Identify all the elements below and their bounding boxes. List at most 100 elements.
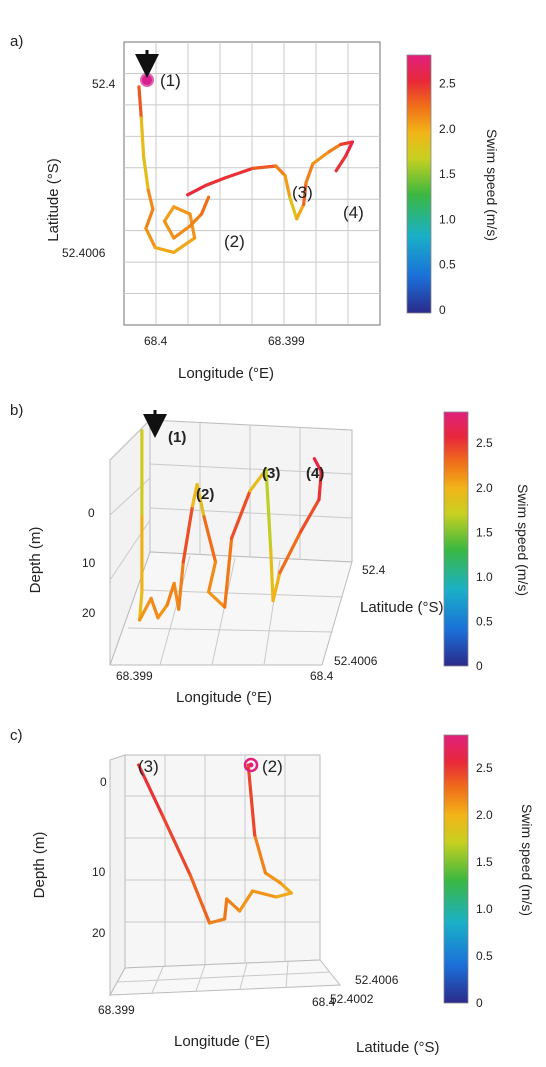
track-segment: [278, 881, 293, 895]
colorbar-b-label: Swim speed (m/s): [515, 484, 531, 596]
colorbar-tick: 2.5: [439, 77, 456, 91]
track-segment: [223, 166, 255, 180]
track-segment: [186, 183, 208, 197]
panel-c-ytick-2: 20: [92, 926, 106, 940]
colorbar-c-gradient: [443, 734, 469, 1004]
panel-b-ytick-0: 0: [88, 506, 95, 520]
panel-a: a) 52.4 52.4006 68.4 68.399 Longitude (°…: [10, 33, 500, 382]
track-segment: [181, 504, 195, 564]
colorbar-tick: 1.0: [476, 902, 493, 916]
track-segment: [223, 897, 229, 921]
track-segment: [225, 897, 242, 913]
colorbar-c-label: Swim speed (m/s): [519, 804, 535, 916]
colorbar-tick: 2.5: [476, 436, 493, 450]
colorbar-tick: 1.0: [476, 570, 493, 584]
panel-a-xtick-0: 68.4: [144, 334, 168, 348]
colorbar-b: 0 0.5 1.0 1.5 2.0 2.5 Swim speed (m/s): [443, 411, 531, 673]
panel-c-ztick-0: 52.4006: [355, 973, 399, 987]
track-segment: [343, 140, 354, 158]
panel-c-xtick-0: 68.399: [98, 1003, 135, 1017]
panel-b-label: b): [10, 402, 23, 419]
colorbar-a-label: Swim speed (m/s): [484, 129, 500, 241]
track-segment: [312, 457, 323, 474]
track-segment: [288, 195, 299, 221]
track-segment: [251, 164, 278, 170]
panel-c: c) 0 10 20 68.399 68.4 52.4006 52.4002 L…: [10, 727, 535, 1056]
track-segment: [304, 162, 315, 185]
panel-a-track: [137, 85, 354, 254]
track-segment: [172, 224, 192, 240]
track-segment: [202, 515, 218, 564]
panel-c-track: [137, 763, 293, 925]
track-segment: [142, 154, 150, 192]
track-segment: [317, 470, 323, 502]
track-segment: [250, 889, 278, 899]
track-segment: [137, 85, 143, 120]
panel-c-start-marker: [243, 757, 259, 773]
track-segment: [253, 833, 268, 875]
track-segment: [269, 547, 275, 603]
panel-b-xtick-1: 68.4: [310, 669, 334, 683]
colorbar-tick: 0: [476, 659, 483, 673]
panel-b-xlabel: Longitude (°E): [176, 689, 272, 706]
panel-b-annot-2: (2): [196, 486, 214, 503]
track-segment: [162, 219, 176, 240]
track-segment: [188, 212, 197, 240]
track-segment: [204, 176, 227, 187]
track-segment: [195, 482, 206, 519]
panel-c-zlabel: Latitude (°S): [356, 1039, 440, 1056]
panel-c-ytick-1: 10: [92, 865, 106, 879]
panel-a-annot-1: (1): [160, 71, 181, 90]
track-segment: [278, 530, 303, 575]
track-segment: [144, 207, 155, 230]
track-segment: [295, 202, 306, 221]
track-segment: [165, 581, 176, 607]
colorbar-tick: 2.0: [476, 481, 493, 495]
track-segment: [200, 195, 211, 216]
colorbar-tick: 2.0: [439, 122, 456, 136]
track-segment: [139, 116, 146, 158]
panel-a-annot-3: (3): [292, 183, 313, 202]
track-segment: [138, 590, 144, 622]
track-segment: [144, 226, 157, 250]
panel-a-annot-2: (2): [224, 232, 245, 251]
track-segment: [334, 154, 348, 173]
track-segment: [283, 174, 292, 199]
track-segment: [146, 188, 155, 211]
panel-b-ylabel: Depth (m): [27, 527, 44, 594]
colorbar-tick: 1.5: [476, 855, 493, 869]
colorbar-tick: 1.5: [439, 167, 456, 181]
panel-c-ylabel: Depth (m): [31, 832, 48, 899]
panel-c-grid: [109, 754, 342, 997]
track-segment: [311, 150, 331, 166]
track-segment: [207, 560, 218, 594]
track-segment: [156, 603, 169, 620]
panel-a-ytick-0: 52.4: [92, 77, 116, 91]
track-segment: [188, 212, 204, 228]
colorbar-tick: 1.5: [476, 525, 493, 539]
track-segment: [172, 236, 197, 254]
panel-b-annot-3: (3): [262, 465, 280, 482]
colorbar-c: 0 0.5 1.0 1.5 2.0 2.5 Swim speed (m/s): [443, 734, 535, 1010]
colorbar-tick: 0.5: [476, 949, 493, 963]
panel-b-annot-1: (1): [168, 429, 186, 446]
colorbar-a-gradient: [406, 54, 432, 314]
track-segment: [172, 205, 192, 216]
track-segment: [248, 467, 268, 493]
track-segment: [327, 142, 343, 154]
track-segment: [264, 467, 273, 551]
panel-b-ztick-0: 52.4: [362, 563, 386, 577]
panel-c-annot-3: (3): [138, 757, 159, 776]
panel-c-ztick-1: 52.4002: [330, 992, 374, 1006]
track-segment: [138, 596, 153, 622]
track-segment: [302, 181, 308, 206]
panel-a-label: a): [10, 33, 23, 50]
track-segment: [177, 560, 185, 611]
panel-a-start-marker: [140, 73, 154, 87]
panel-a-xtick-1: 68.399: [268, 334, 305, 348]
panel-b-annot-4: (4): [306, 465, 324, 482]
track-segment: [274, 164, 287, 178]
panel-c-xtick-1: 68.4: [312, 995, 336, 1009]
track-segment: [153, 246, 176, 254]
colorbar-tick: 1.0: [439, 212, 456, 226]
